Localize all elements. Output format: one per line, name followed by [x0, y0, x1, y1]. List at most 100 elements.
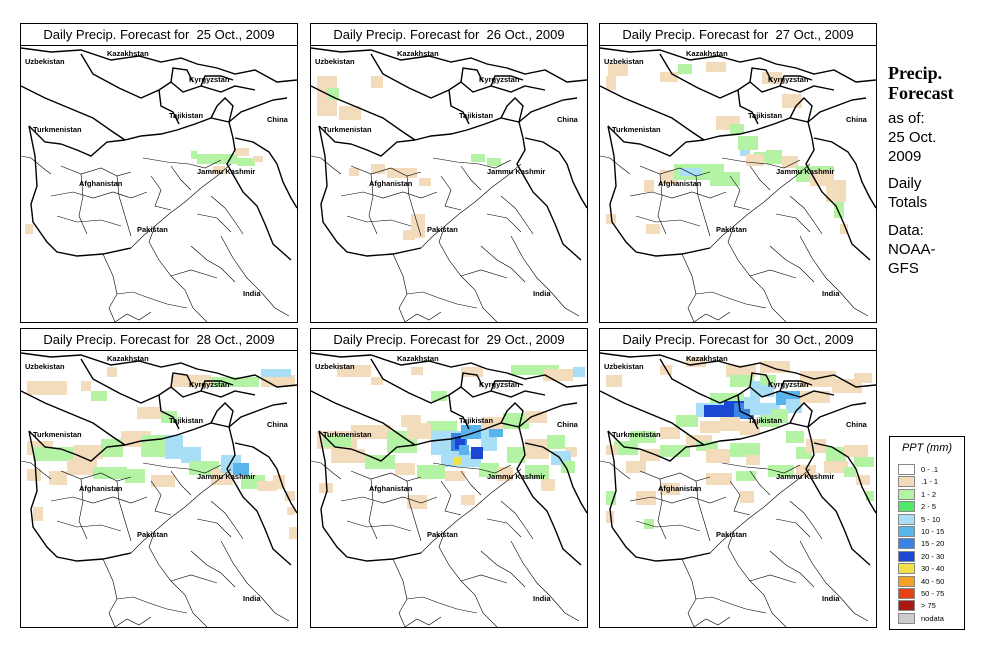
precip-cell	[630, 431, 656, 443]
precip-cell	[730, 375, 754, 387]
boundary-line	[769, 550, 815, 588]
country-label-afghanistan: Afghanistan	[658, 179, 702, 188]
precip-cell	[125, 469, 145, 483]
boundary-line	[158, 89, 180, 125]
precip-cell	[27, 469, 41, 481]
precip-cell	[543, 369, 573, 381]
precip-cell	[445, 471, 465, 481]
boundary-line	[404, 616, 442, 627]
precip-cell	[660, 427, 680, 439]
boundary-line	[480, 550, 526, 588]
precip-cell	[93, 467, 127, 479]
boundary-line	[116, 175, 132, 237]
boundary-line	[440, 480, 462, 516]
precip-map[interactable]: Kazakhstan Uzbekistan Kyrgyzstan Tajikistan…	[310, 45, 588, 323]
precip-cell	[459, 445, 469, 455]
precip-cell	[720, 417, 740, 431]
precip-map[interactable]: Kazakhstan Uzbekistan Kyrgyzstan Tajikistan…	[20, 350, 298, 628]
legend-range-label: 1 - 2	[921, 489, 937, 499]
map-svg: Kazakhstan Uzbekistan Kyrgyzstan Tajikistan…	[600, 352, 876, 627]
country-label-kazakhstan: Kazakhstan	[107, 354, 149, 363]
boundary-line	[210, 500, 244, 540]
precip-map[interactable]: Kazakhstan Uzbekistan Kyrgyzstan Tajikistan…	[20, 45, 298, 323]
precip-map[interactable]: Kazakhstan Uzbekistan Kyrgyzstan Tajikistan…	[599, 350, 877, 628]
boundary-line	[311, 85, 416, 141]
panel-title: Daily Precip. Forecast for 29 Oct., 2009	[310, 328, 588, 351]
country-label-turkmenistan: Turkmenistan	[323, 125, 372, 134]
precip-cell	[319, 483, 333, 493]
boundary-line	[102, 558, 118, 627]
precip-map[interactable]: Kazakhstan Uzbekistan Kyrgyzstan Tajikistan…	[310, 350, 588, 628]
precip-cell	[431, 391, 447, 401]
precip-cell	[796, 465, 816, 477]
boundary-line	[607, 430, 711, 562]
boundary-line	[311, 352, 587, 388]
boundary-line	[799, 540, 869, 622]
country-label-tajikistan: Tajikistan	[169, 111, 203, 120]
boundary-line	[524, 442, 587, 514]
country-label-jammu-kashmir: Jammu Kashmir	[776, 167, 834, 176]
precip-map[interactable]: Kazakhstan Uzbekistan Kyrgyzstan Tajikistan…	[599, 45, 877, 323]
boundary-line	[749, 574, 797, 584]
country-label-afghanistan: Afghanistan	[369, 484, 413, 493]
boundary-line	[460, 470, 482, 496]
precip-cell	[191, 151, 197, 159]
country-label-jammu-kashmir: Jammu Kashmir	[487, 167, 545, 176]
precip-cell	[507, 447, 525, 463]
precip-cell	[339, 106, 361, 120]
boundary-line	[346, 215, 412, 227]
boundary-line	[226, 121, 292, 261]
forecast-panel: Daily Precip. Forecast for 29 Oct., 2009…	[310, 328, 588, 628]
country-label-pakistan: Pakistan	[427, 530, 458, 539]
boundary-line	[200, 380, 234, 392]
precip-cell	[411, 367, 423, 375]
boundary-line	[607, 125, 705, 157]
country-label-uzbekistan: Uzbekistan	[604, 362, 644, 371]
precip-cell	[331, 449, 365, 463]
legend-swatch	[898, 526, 915, 537]
precip-cell	[25, 224, 33, 234]
boundary-line	[234, 137, 297, 209]
country-label-afghanistan: Afghanistan	[658, 484, 702, 493]
boundary-line	[432, 462, 512, 474]
data-source-line: Data:	[888, 222, 924, 239]
precip-cell	[351, 425, 391, 439]
country-label-afghanistan: Afghanistan	[79, 179, 123, 188]
legend-swatch	[898, 513, 915, 525]
border-layer	[600, 352, 876, 627]
boundary-line	[170, 165, 192, 191]
legend-swatch	[898, 501, 915, 513]
boundary-line	[600, 47, 876, 83]
boundary-line	[789, 402, 813, 428]
legend-swatch	[898, 488, 915, 500]
precip-cell	[726, 365, 756, 377]
boundary-line	[779, 380, 813, 392]
precip-cell	[740, 150, 750, 156]
boundary-line	[116, 596, 188, 614]
country-label-india: India	[822, 594, 840, 603]
legend-range-label: > 75	[921, 601, 936, 611]
boundary-line	[21, 155, 52, 175]
precip-cell	[834, 202, 844, 218]
data-source-line: NOAA-	[888, 241, 936, 258]
boundary-line	[80, 358, 172, 404]
precip-cell	[349, 168, 359, 176]
asof-line: as of:	[888, 110, 925, 127]
country-label-pakistan: Pakistan	[137, 530, 168, 539]
precip-cell	[213, 166, 225, 174]
legend-swatch	[898, 612, 915, 624]
boundary-line	[432, 157, 512, 169]
boundary-line	[406, 480, 422, 542]
forecast-panel: Daily Precip. Forecast for 28 Oct., 2009…	[20, 328, 298, 628]
precip-cell	[337, 365, 371, 377]
country-label-tajikistan: Tajikistan	[748, 111, 782, 120]
country-label-kazakhstan: Kazakhstan	[686, 354, 728, 363]
legend-range-label: 20 - 30	[921, 551, 945, 561]
legend-range-label: nodata	[921, 613, 944, 623]
boundary-line	[518, 402, 578, 428]
boundary-line	[480, 245, 526, 283]
boundary-line	[639, 165, 711, 177]
precip-cell	[387, 168, 417, 178]
country-label-china: China	[846, 420, 868, 429]
precip-cell	[479, 463, 499, 477]
